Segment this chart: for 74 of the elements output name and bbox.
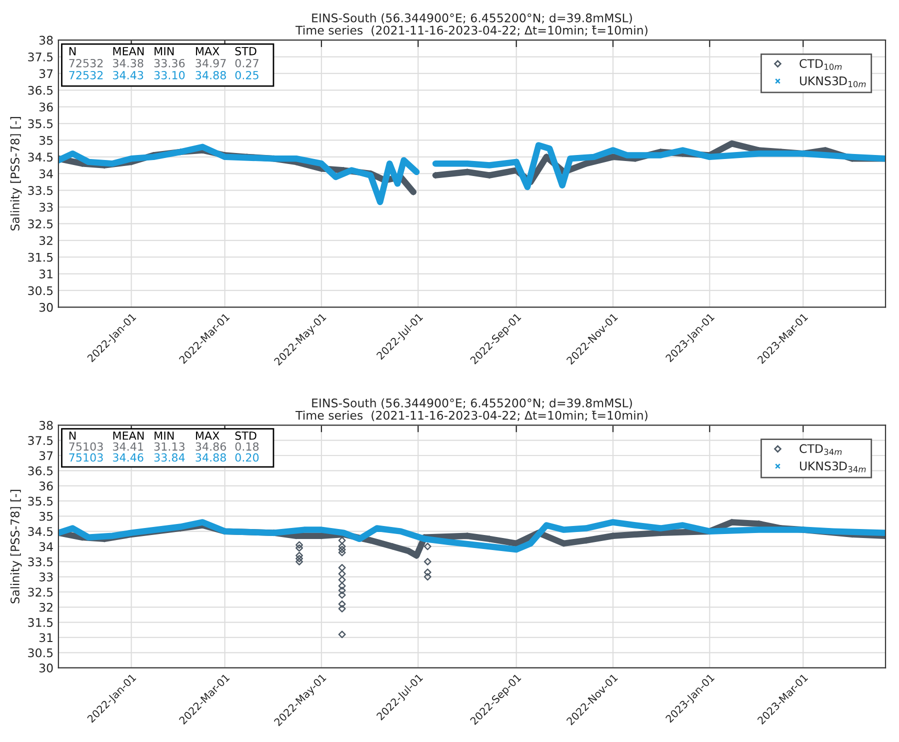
y-tick-label: 36 xyxy=(39,482,53,490)
annotation: STD xyxy=(235,46,256,56)
annotation: 34.38 xyxy=(113,58,144,68)
annotation: 0.25 xyxy=(235,70,258,80)
y-tick-label: 33.5 xyxy=(28,186,53,195)
legend-label: CTD$_{34m}$ xyxy=(800,444,842,455)
y-tick-label: 34.5 xyxy=(28,527,53,536)
y-tick-label: 34.5 xyxy=(28,152,53,162)
y-tick-label: 34 xyxy=(39,169,53,178)
chart-title: EINS-South (56.344900°E; 6.455200°N; d=39.8mMSL) xyxy=(312,398,632,409)
y-tick-label: 38 xyxy=(39,36,53,45)
y-tick-label: 37.5 xyxy=(28,436,53,445)
y-tick-label: 35.5 xyxy=(28,496,53,506)
y-tick-label: 32.5 xyxy=(28,588,53,597)
annotation: N xyxy=(69,432,76,440)
annotation: 72532 xyxy=(69,70,103,80)
y-tick-label: 30.5 xyxy=(28,648,53,658)
y-tick-label: 37 xyxy=(39,69,53,78)
annotation: 75103 xyxy=(69,442,103,451)
annotation: MAX xyxy=(196,432,220,440)
annotation: MAX xyxy=(196,47,220,56)
annotation: 33.36 xyxy=(154,58,185,68)
annotation: 34.86 xyxy=(196,442,226,451)
annotation: MEAN xyxy=(113,47,144,56)
y-tick-label: 35 xyxy=(39,512,53,521)
annotation: 34.88 xyxy=(196,70,226,80)
chart-subtitle: Time series (2021-11-16-2023-04-22; Δt=10min; t̄=10min) xyxy=(295,410,648,422)
annotation: 34.88 xyxy=(196,453,226,462)
y-tick-label: 38 xyxy=(39,420,53,430)
y-axis-title: Salinity [PSS-78] [-] xyxy=(10,117,22,230)
y-tick-label: 32.5 xyxy=(28,219,53,228)
legend-label: CTD$_{10m}$ xyxy=(800,59,842,70)
y-tick-label: 37.5 xyxy=(28,52,53,62)
legend-label: UKNS3D$_{10m}$ xyxy=(800,76,866,88)
y-axis-title: Salinity [PSS-78] [-] xyxy=(10,490,22,604)
chart-subtitle: Time series (2021-11-16-2023-04-22; Δt=10min; t̄=10min) xyxy=(295,26,648,36)
annotation: 34.97 xyxy=(196,58,226,68)
annotation: 0.20 xyxy=(235,453,259,462)
annotation: 34.41 xyxy=(113,442,143,451)
y-tick-label: 31.5 xyxy=(28,618,53,627)
annotation: STD xyxy=(235,431,256,440)
y-tick-label: 31 xyxy=(39,270,52,278)
annotation: 34.43 xyxy=(113,70,144,80)
annotation: 72532 xyxy=(69,58,103,68)
legend-label: UKNS3D$_{34m}$ xyxy=(800,462,866,472)
y-tick-label: 33 xyxy=(39,572,53,582)
y-tick-label: 33 xyxy=(39,202,53,212)
y-tick-label: 30.5 xyxy=(28,286,53,296)
annotation: MIN xyxy=(154,47,174,56)
y-tick-label: 35.5 xyxy=(28,119,53,128)
annotation: 75103 xyxy=(69,453,103,462)
y-tick-label: 31 xyxy=(39,633,52,642)
y-tick-label: 33.5 xyxy=(28,557,53,566)
annotation: 0.18 xyxy=(235,442,259,451)
y-tick-label: 36.5 xyxy=(28,86,53,95)
annotation: N xyxy=(69,47,76,56)
y-tick-label: 32 xyxy=(39,236,52,246)
y-tick-label: 34 xyxy=(39,542,53,552)
y-tick-label: 30 xyxy=(39,664,53,672)
y-tick-label: 30 xyxy=(39,302,53,312)
annotation: 31.13 xyxy=(154,442,184,451)
annotation: MIN xyxy=(154,432,174,440)
y-tick-label: 37 xyxy=(39,451,53,460)
annotation: 34.46 xyxy=(113,453,144,462)
y-tick-label: 31.5 xyxy=(28,252,53,262)
chart-title: EINS-South (56.344900°E; 6.455200°N; d=39.8mMSL) xyxy=(312,13,632,24)
y-tick-label: 35 xyxy=(39,136,53,145)
y-tick-label: 36 xyxy=(39,102,53,112)
annotation: 33.84 xyxy=(154,453,185,462)
annotation: 0.27 xyxy=(235,58,258,68)
annotation: MEAN xyxy=(113,432,144,440)
y-tick-label: 32 xyxy=(39,602,52,612)
y-tick-label: 36.5 xyxy=(28,466,53,476)
annotation: 33.10 xyxy=(154,70,185,80)
